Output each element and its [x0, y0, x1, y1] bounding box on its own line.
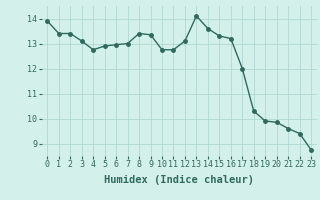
X-axis label: Humidex (Indice chaleur): Humidex (Indice chaleur) [104, 175, 254, 185]
